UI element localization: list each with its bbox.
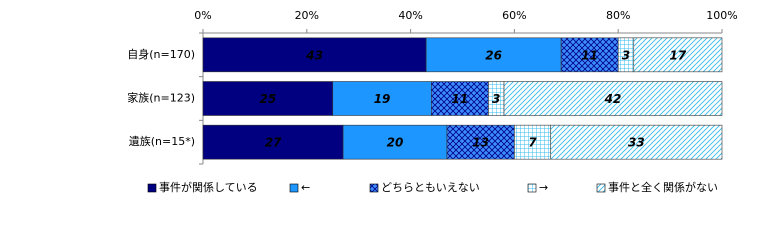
value-label: 3 [622,48,630,62]
legend-label: 事件が関係している [159,180,258,194]
y-tick-label: 自身(n=170) [127,47,195,61]
value-label: 11 [581,48,598,62]
value-label: 43 [305,48,323,62]
bar-segment [425,37,562,73]
value-label: 33 [628,136,645,150]
value-label: 26 [485,48,502,62]
bar-segment [514,124,552,160]
legend-swatch [289,183,299,193]
legend-swatch [147,183,157,193]
bar-segment [550,124,723,160]
bar-segment [503,81,723,116]
x-tick-label: 60% [502,9,526,22]
bar-segment [431,81,489,116]
value-label: 27 [265,136,282,150]
x-tick-label: 80% [606,9,630,22]
legend-swatch [596,183,606,193]
value-label: 25 [260,92,277,106]
value-label: 11 [452,92,469,106]
x-tick-label: 0% [194,9,211,22]
x-tick-label: 100% [706,9,737,22]
y-tick-label: 家族(n=123) [127,91,195,105]
y-tick-label: 遺族(n=15*) [129,134,195,148]
legend-label: → [539,181,548,194]
legend-label: どちらともいえない [381,181,480,194]
bar-segment [202,37,427,73]
bar-segment [342,124,448,160]
value-label: 17 [670,48,687,62]
legend-swatch [527,183,537,193]
value-label: 42 [604,92,622,106]
bar-segment [633,37,723,73]
x-tick-label: 40% [398,9,422,22]
legend-label: ← [301,181,310,194]
value-label: 19 [374,92,391,106]
bar-segment [332,81,432,116]
value-label: 20 [387,136,404,150]
value-label: 7 [528,136,537,150]
bar-segment [560,37,619,73]
value-label: 3 [492,92,500,106]
bar-segment [202,81,334,116]
legend-label: 事件と全く関係がない [608,180,718,194]
x-tick-label: 20% [295,9,319,22]
legend-swatch [369,183,379,193]
chart: 0% 20% 40% 60% 80% 100% 自身(n=170) 43 26 11 3 17 家族(n… [127,9,738,194]
value-label: 13 [472,136,489,150]
